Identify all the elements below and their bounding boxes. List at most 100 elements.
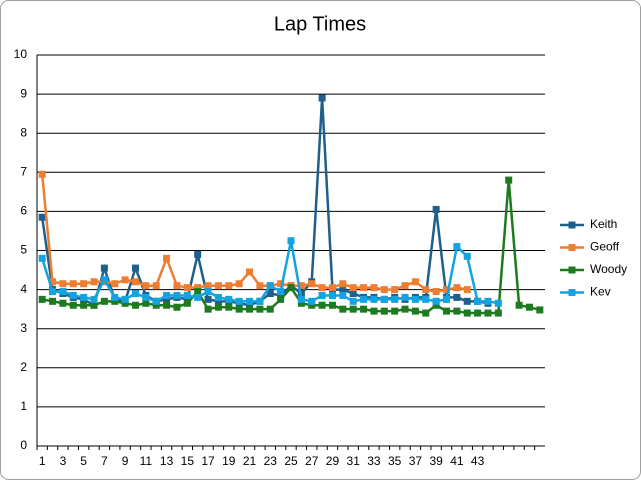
- marker: [443, 307, 451, 315]
- marker: [370, 307, 378, 315]
- marker: [49, 288, 57, 296]
- marker: [297, 299, 305, 307]
- marker: [121, 276, 129, 284]
- marker: [100, 276, 108, 284]
- marker: [173, 303, 181, 311]
- marker: [453, 243, 461, 251]
- marker: [214, 293, 222, 301]
- y-tick-label: 10: [14, 47, 28, 61]
- marker: [360, 305, 368, 313]
- y-tick-label: 9: [20, 86, 27, 100]
- marker: [183, 291, 191, 299]
- marker: [256, 282, 264, 290]
- marker: [308, 301, 316, 309]
- marker: [194, 250, 202, 258]
- marker: [152, 297, 160, 305]
- marker: [69, 280, 77, 288]
- marker: [225, 303, 233, 311]
- marker: [494, 309, 502, 317]
- marker: [318, 291, 326, 299]
- x-tick-label: 1: [39, 454, 46, 468]
- marker: [59, 288, 67, 296]
- marker: [131, 290, 139, 298]
- y-tick-label: 8: [20, 125, 27, 139]
- marker: [38, 295, 46, 303]
- marker: [100, 264, 108, 272]
- marker: [277, 291, 285, 299]
- marker: [422, 286, 430, 294]
- marker: [246, 297, 254, 305]
- marker: [432, 205, 440, 213]
- marker: [256, 305, 264, 313]
- marker: [204, 305, 212, 313]
- marker: [474, 309, 482, 317]
- marker: [391, 295, 399, 303]
- marker: [453, 293, 461, 301]
- marker: [432, 301, 440, 309]
- marker: [474, 297, 482, 305]
- marker: [380, 286, 388, 294]
- marker: [80, 301, 88, 309]
- marker: [49, 278, 57, 286]
- marker: [121, 295, 129, 303]
- marker: [297, 295, 305, 303]
- y-tick-label: 4: [20, 282, 27, 296]
- x-tick-label: 43: [471, 454, 485, 468]
- marker: [297, 282, 305, 290]
- legend-marker: [568, 266, 576, 274]
- marker: [277, 280, 285, 288]
- x-tick-label: 39: [429, 454, 443, 468]
- marker: [38, 254, 46, 262]
- marker: [183, 295, 191, 303]
- marker: [121, 299, 129, 307]
- marker: [142, 282, 150, 290]
- marker: [443, 295, 451, 303]
- x-tick-label: 35: [388, 454, 402, 468]
- marker: [318, 301, 326, 309]
- marker: [484, 297, 492, 305]
- legend-marker: [568, 289, 576, 296]
- marker: [163, 295, 171, 303]
- marker: [525, 303, 533, 311]
- marker: [505, 176, 513, 184]
- marker: [152, 301, 160, 309]
- marker: [266, 290, 274, 298]
- marker: [328, 301, 336, 309]
- marker: [183, 284, 191, 292]
- marker: [349, 284, 357, 292]
- marker: [453, 307, 461, 315]
- marker: [308, 280, 316, 288]
- marker: [173, 282, 181, 290]
- marker: [391, 307, 399, 315]
- marker: [204, 288, 212, 296]
- marker: [401, 282, 409, 290]
- marker: [380, 307, 388, 315]
- marker: [339, 280, 347, 288]
- marker: [59, 280, 67, 288]
- marker: [235, 305, 243, 313]
- marker: [391, 286, 399, 294]
- marker: [401, 293, 409, 301]
- y-tick-label: 6: [20, 204, 27, 218]
- legend-label: Keith: [590, 217, 617, 231]
- marker: [163, 291, 171, 299]
- marker: [370, 295, 378, 303]
- x-tick-label: 7: [101, 454, 108, 468]
- x-tick-label: 29: [326, 454, 340, 468]
- x-tick-label: 15: [181, 454, 195, 468]
- y-tick-label: 7: [20, 164, 27, 178]
- marker: [411, 307, 419, 315]
- marker: [59, 299, 67, 307]
- marker: [194, 284, 202, 292]
- legend-marker: [568, 244, 576, 251]
- marker: [328, 291, 336, 299]
- marker: [204, 282, 212, 290]
- marker: [111, 293, 119, 301]
- marker: [432, 297, 440, 305]
- marker: [515, 301, 523, 309]
- marker: [339, 305, 347, 313]
- marker: [287, 284, 295, 292]
- marker: [214, 297, 222, 305]
